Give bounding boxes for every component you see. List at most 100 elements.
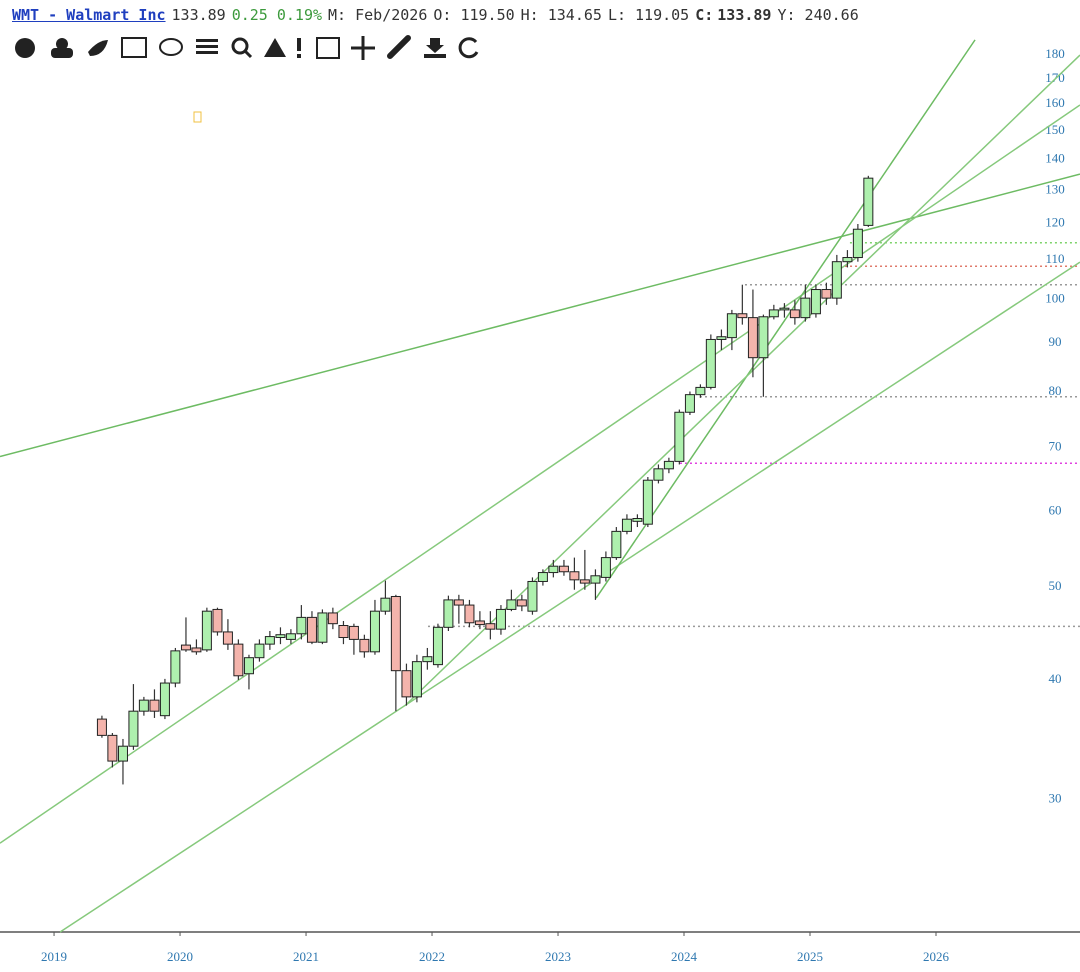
tool-icon[interactable] xyxy=(297,54,301,58)
trend-line xyxy=(59,261,1080,933)
candle-body xyxy=(632,518,643,522)
y-tick-label: 70 xyxy=(1049,438,1062,453)
candle-body xyxy=(149,699,160,712)
tool-icon[interactable] xyxy=(424,38,446,58)
candle-body xyxy=(863,177,874,226)
y-tick-label: 180 xyxy=(1045,46,1065,61)
candle-body xyxy=(684,394,695,413)
candle-body xyxy=(233,643,244,677)
candle-body xyxy=(485,623,496,630)
candle-body xyxy=(621,518,632,532)
tool-icon[interactable] xyxy=(316,37,340,59)
candle-body xyxy=(390,595,401,672)
candle-body xyxy=(590,575,601,584)
candle-body xyxy=(180,644,191,651)
tool-icon[interactable] xyxy=(297,38,301,51)
y-tick-label: 40 xyxy=(1049,671,1062,686)
candle-body xyxy=(432,626,443,666)
candle-body xyxy=(737,313,748,319)
candle-body xyxy=(128,710,139,747)
candle-body xyxy=(401,670,412,698)
candle-body xyxy=(821,289,832,299)
candle-body xyxy=(642,479,653,525)
candle-body xyxy=(852,228,863,259)
tool-icon[interactable] xyxy=(159,38,183,56)
high: H: 134.65 xyxy=(520,6,602,24)
candle-body xyxy=(611,530,622,559)
y-tick-label: 60 xyxy=(1049,503,1062,518)
candle-body xyxy=(453,599,464,606)
change: 0.25 0.19% xyxy=(231,6,323,24)
candle-body xyxy=(411,661,422,698)
tool-icon[interactable] xyxy=(196,45,218,48)
y-tick-label: 50 xyxy=(1049,578,1062,593)
candle-body xyxy=(212,608,223,633)
tool-icon[interactable] xyxy=(243,49,253,59)
candle-body xyxy=(264,636,275,645)
candle-body xyxy=(495,608,506,630)
tool-icon[interactable] xyxy=(56,38,68,50)
y-tick-label: 120 xyxy=(1045,215,1065,230)
y-tick-label: 160 xyxy=(1045,95,1065,110)
candle-body xyxy=(306,616,317,643)
candle-body xyxy=(254,643,265,659)
candle-body xyxy=(474,620,485,626)
candle-body xyxy=(810,289,821,315)
x-tick-label: 2025 xyxy=(797,949,823,964)
x-tick-label: 2026 xyxy=(923,949,950,964)
candle-body xyxy=(506,599,517,610)
candle-body xyxy=(107,734,118,762)
candle-body xyxy=(96,718,107,736)
toolbar xyxy=(15,35,479,60)
candle-body xyxy=(842,257,853,263)
tool-icon[interactable] xyxy=(15,38,35,58)
candle-body xyxy=(359,638,370,653)
candle-body xyxy=(789,309,800,319)
tool-icon[interactable] xyxy=(231,37,249,55)
y-tick-label: 150 xyxy=(1045,122,1065,137)
candle-body xyxy=(170,650,181,684)
y-tick-label: 100 xyxy=(1045,290,1065,305)
candle-body xyxy=(548,565,559,574)
candle-body xyxy=(537,572,548,582)
candle-body xyxy=(222,631,233,645)
x-tick-label: 2020 xyxy=(167,949,193,964)
last-price: 133.89 xyxy=(171,6,226,24)
y-tick-label: 140 xyxy=(1045,151,1065,166)
tool-icon[interactable] xyxy=(387,35,411,59)
trend-line xyxy=(595,39,976,599)
candle-body xyxy=(243,657,254,675)
tool-icon[interactable] xyxy=(88,40,108,56)
tool-icon[interactable] xyxy=(121,37,147,58)
candle-body xyxy=(422,656,433,663)
open: O: 119.50 xyxy=(433,6,515,24)
symbol-link[interactable]: WMT - Walmart Inc xyxy=(12,6,166,24)
candle-body xyxy=(831,261,842,299)
tool-icon[interactable] xyxy=(351,36,375,60)
y-tick-label: 30 xyxy=(1049,790,1062,805)
candle-body xyxy=(758,316,769,359)
tool-icon[interactable] xyxy=(196,51,218,54)
candle-body xyxy=(695,386,706,396)
candle-body xyxy=(600,557,611,578)
tool-icon[interactable] xyxy=(458,37,479,59)
y-tick-label: 80 xyxy=(1049,383,1062,398)
candle-body xyxy=(327,612,338,625)
close: 133.89 xyxy=(717,6,772,24)
candle-body xyxy=(579,579,590,584)
tool-icon[interactable] xyxy=(196,39,218,42)
candle-body xyxy=(443,599,454,628)
x-tick-label: 2019 xyxy=(41,949,67,964)
tool-icon[interactable] xyxy=(51,48,73,58)
candle-body xyxy=(558,565,569,573)
marker xyxy=(193,111,202,123)
period: M: Feb/2026 xyxy=(328,6,428,24)
candle-body xyxy=(348,625,359,640)
close-label: C: xyxy=(695,6,714,24)
candle-body xyxy=(800,297,811,319)
candle-body xyxy=(653,468,664,481)
candle-body xyxy=(726,313,737,339)
tool-icon[interactable] xyxy=(264,38,286,57)
